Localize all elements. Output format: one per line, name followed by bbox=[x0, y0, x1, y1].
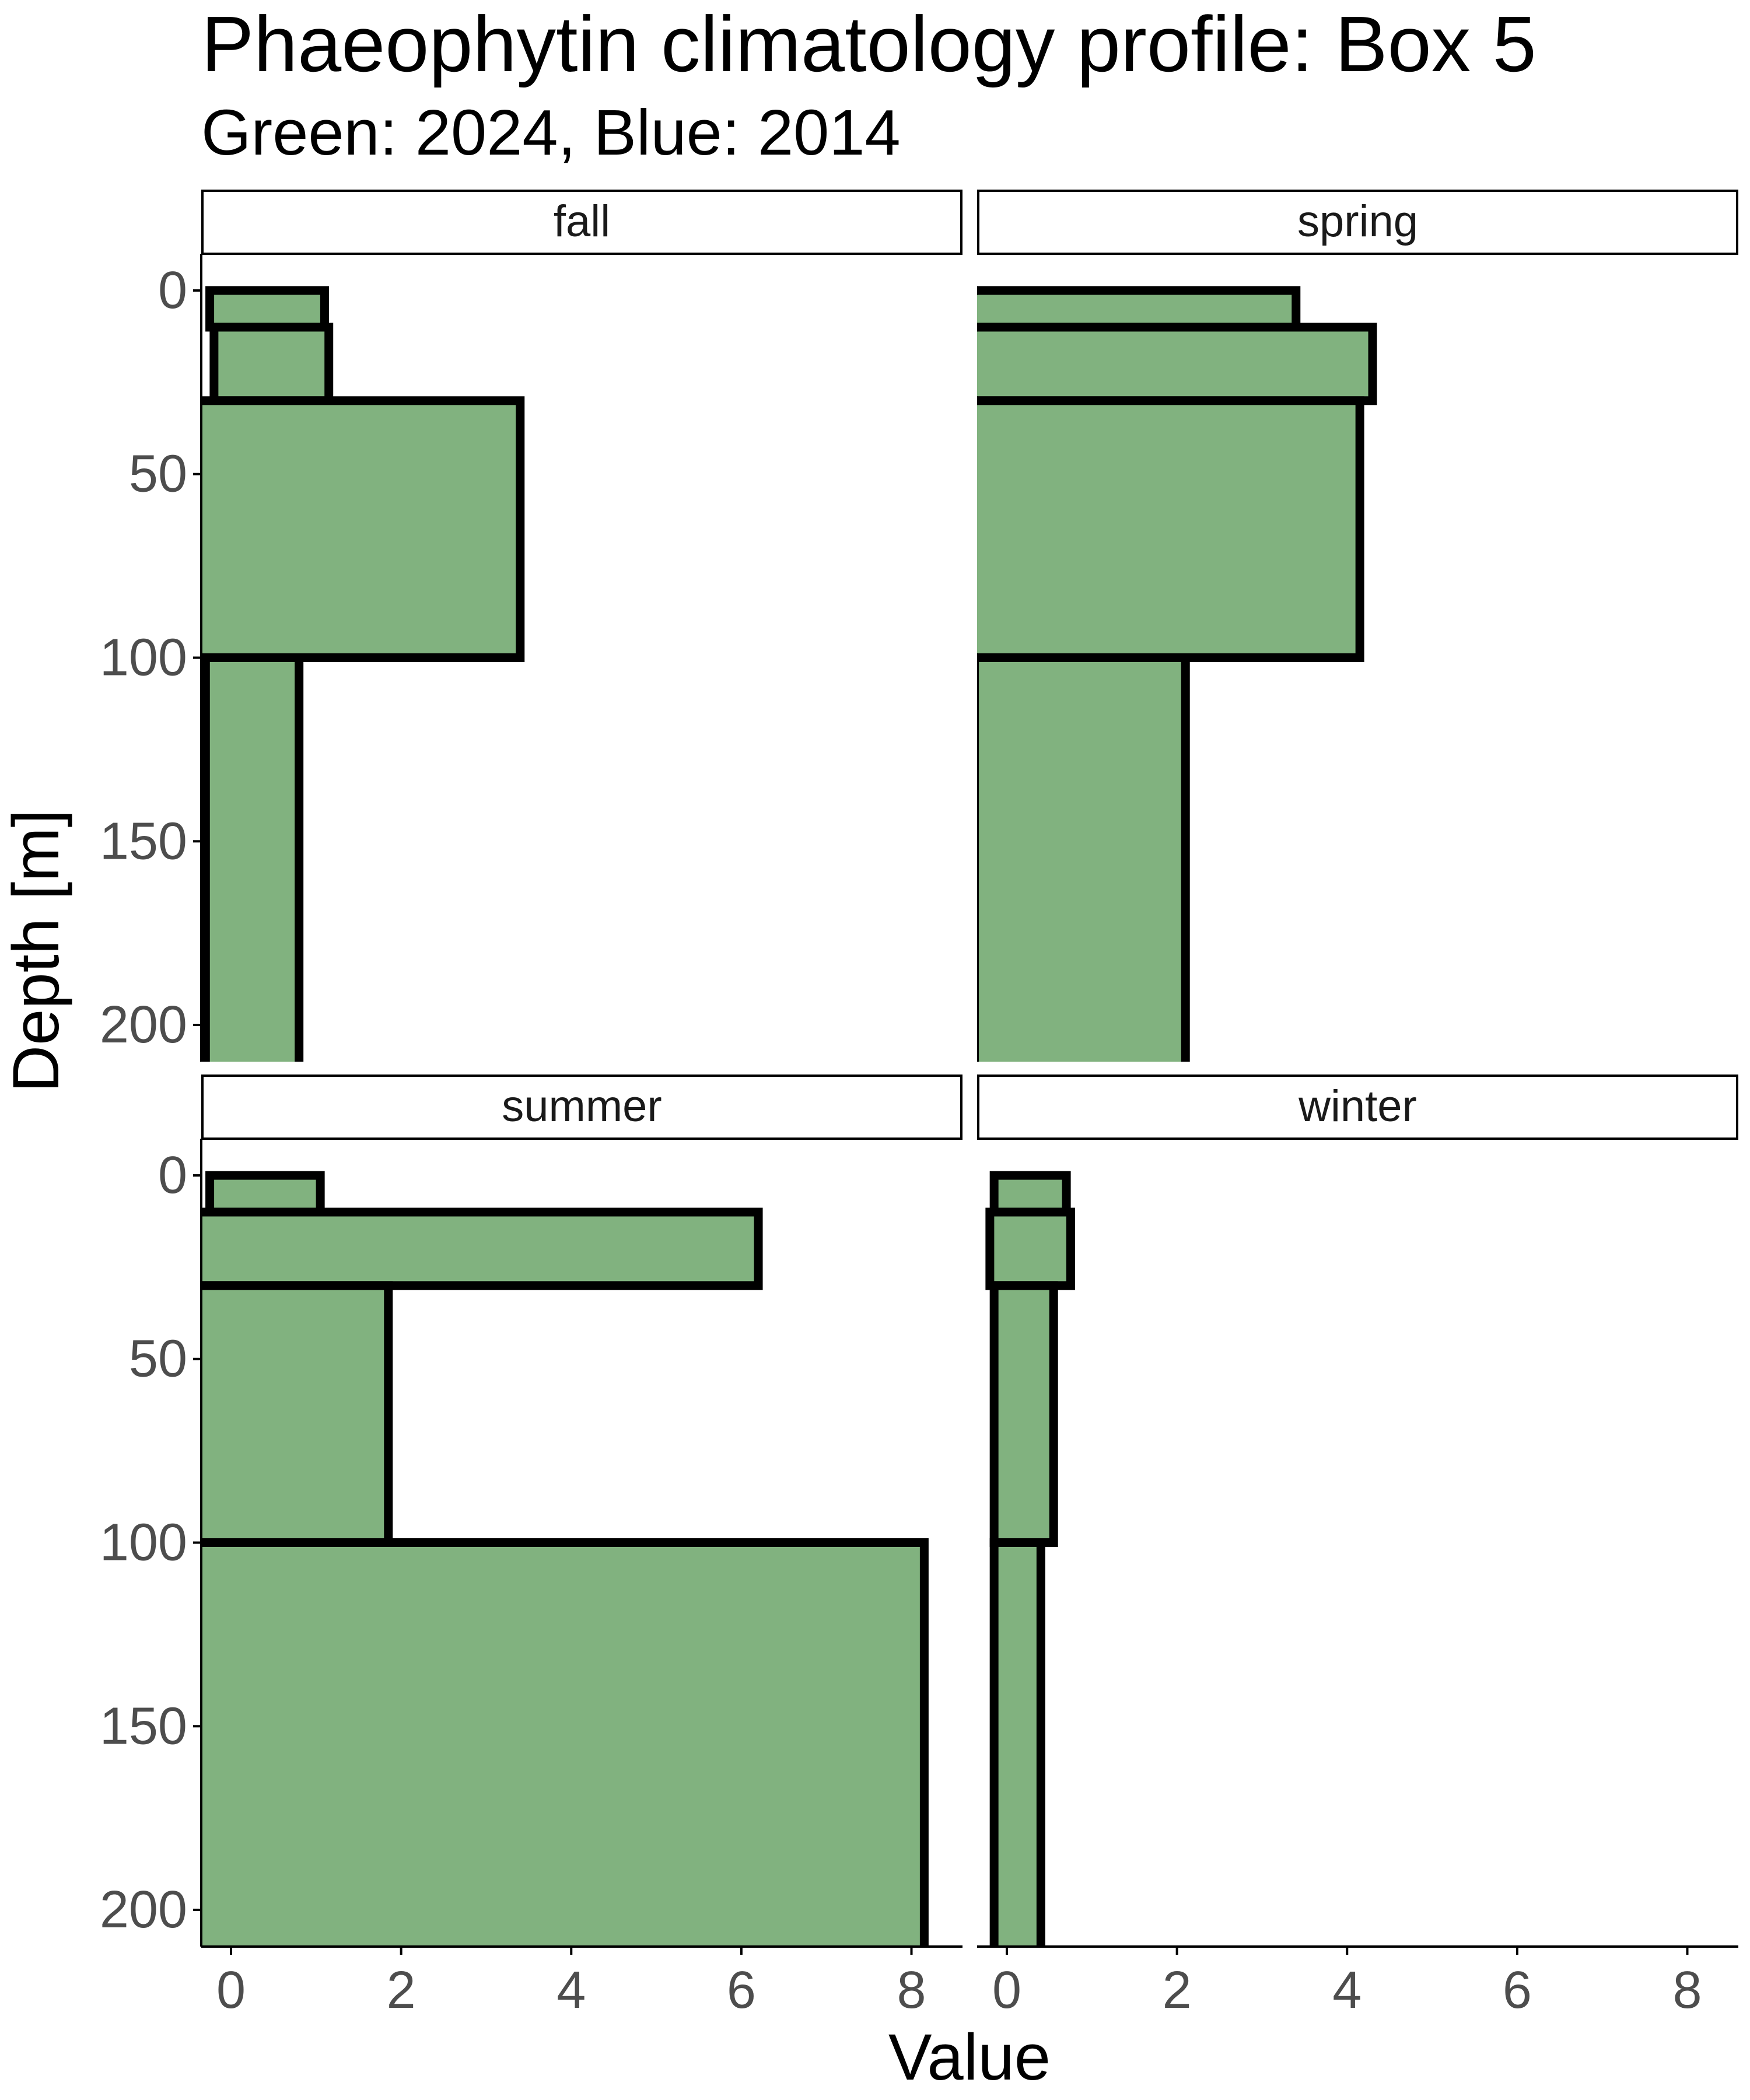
depth-bar bbox=[201, 1538, 929, 1947]
facet-label: summer bbox=[502, 1082, 662, 1131]
facet-strip bbox=[201, 1074, 963, 1140]
y-tick-label: 0 bbox=[158, 1146, 187, 1205]
x-tick-label: 4 bbox=[1332, 1961, 1362, 2020]
y-tick-label: 100 bbox=[100, 1514, 187, 1572]
facet-strip bbox=[977, 1074, 1738, 1140]
facet-label: winter bbox=[1298, 1082, 1417, 1131]
depth-bar bbox=[201, 1281, 393, 1547]
facet-strip bbox=[977, 190, 1738, 255]
panel-spring: spring bbox=[977, 190, 1738, 1062]
x-tick-label: 0 bbox=[992, 1961, 1021, 2020]
panel-winter: winter 0 2 4 6 8 bbox=[977, 1074, 1738, 2020]
chart-subtitle: Green: 2024, Blue: 2014 bbox=[201, 97, 901, 169]
panel-fall: fall 0 50 100 150 200 bbox=[100, 190, 963, 1062]
y-tick-label: 150 bbox=[100, 1697, 187, 1755]
depth-bar bbox=[977, 323, 1377, 405]
y-tick-label: 150 bbox=[100, 812, 187, 870]
depth-bar bbox=[205, 1171, 325, 1217]
facet-label: fall bbox=[554, 197, 610, 246]
y-axis-title: Depth [m] bbox=[0, 809, 72, 1093]
y-tick-label: 200 bbox=[100, 1881, 187, 1939]
facet-label: spring bbox=[1297, 197, 1418, 246]
x-tick-label: 8 bbox=[897, 1961, 926, 2020]
panel-summer: summer 0 50 100 150 200 0 2 4 6 8 bbox=[100, 1074, 963, 2020]
depth-bar bbox=[977, 396, 1364, 662]
chart-title: Phaeophytin climatology profile: Box 5 bbox=[201, 0, 1536, 88]
x-tick-label: 0 bbox=[216, 1961, 246, 2020]
y-tick-label: 0 bbox=[158, 261, 187, 320]
x-tick-label: 6 bbox=[1503, 1961, 1532, 2020]
x-tick-label: 2 bbox=[387, 1961, 416, 2020]
y-tick-label: 100 bbox=[100, 629, 187, 687]
x-tick-label: 8 bbox=[1672, 1961, 1702, 2020]
facet-strip bbox=[201, 190, 963, 255]
y-tick-label: 50 bbox=[129, 1330, 187, 1388]
depth-bar bbox=[205, 286, 329, 332]
depth-bar bbox=[977, 286, 1301, 332]
depth-bar bbox=[989, 1171, 1071, 1217]
depth-bar bbox=[989, 1538, 1045, 1947]
x-tick-label: 6 bbox=[727, 1961, 756, 2020]
depth-bar bbox=[989, 1281, 1058, 1547]
y-tick-label: 200 bbox=[100, 996, 187, 1054]
depth-bar bbox=[201, 653, 304, 1062]
x-tick-label: 2 bbox=[1163, 1961, 1192, 2020]
x-axis-title: Value bbox=[888, 2021, 1051, 2094]
y-tick-label: 50 bbox=[129, 445, 187, 503]
depth-bar bbox=[977, 653, 1190, 1062]
depth-bar bbox=[985, 1208, 1075, 1290]
depth-bar bbox=[209, 323, 334, 405]
depth-bar bbox=[201, 396, 525, 662]
x-tick-label: 4 bbox=[556, 1961, 586, 2020]
depth-bar bbox=[201, 1208, 763, 1290]
